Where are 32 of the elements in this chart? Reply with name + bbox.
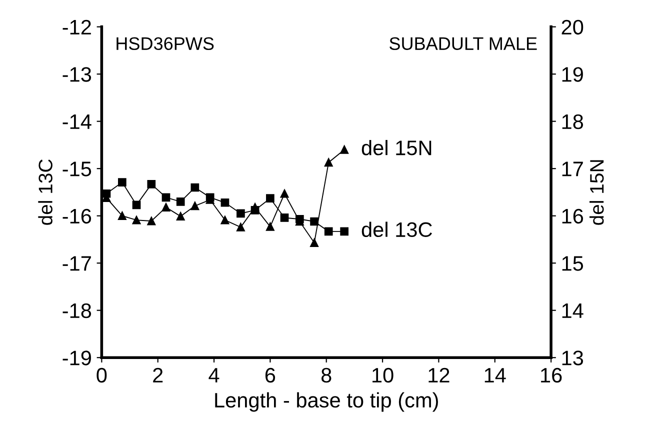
y-axis-title: del 13C	[38, 159, 52, 225]
y2-tick-label: 20	[562, 20, 584, 35]
y-tick-label: -17	[62, 256, 91, 271]
y2-tick-label: 14	[562, 304, 584, 318]
x-tick-label: 8	[321, 368, 332, 383]
x-tick-label: 14	[484, 368, 506, 382]
y-tick-label: -19	[62, 350, 91, 366]
series-label: del 13C	[362, 222, 432, 238]
annotation: SUBADULT MALE	[390, 37, 537, 50]
y2-tick-label: 17	[562, 162, 583, 176]
y2-tick-label: 15	[562, 256, 584, 271]
x-tick-label: 2	[153, 368, 163, 382]
y-tick-label: -12	[62, 20, 91, 34]
x-tick-label: 16	[541, 368, 562, 383]
y2-axis-title: del 15N	[589, 160, 604, 225]
y2-tick-label: 16	[562, 208, 584, 224]
series-label: del 15N	[362, 140, 432, 156]
x-tick-label: 4	[208, 368, 220, 382]
x-tick-label: 10	[372, 368, 394, 383]
annotation: HSD36PWS	[116, 37, 214, 50]
y2-tick-label: 18	[562, 114, 584, 130]
y-tick-label: -16	[62, 208, 92, 224]
y2-tick-label: 13	[562, 350, 584, 366]
x-tick-label: 0	[96, 368, 107, 383]
y2-tick-label: 19	[562, 67, 583, 82]
x-axis-title: Length - base to tip (cm)	[215, 392, 438, 412]
y-tick-label: -14	[62, 114, 92, 129]
x-tick-label: 6	[265, 368, 276, 383]
y-tick-label: -15	[62, 162, 92, 176]
x-tick-label: 12	[428, 368, 450, 382]
y-tick-label: -13	[62, 67, 92, 82]
y-tick-label: -18	[62, 303, 92, 318]
